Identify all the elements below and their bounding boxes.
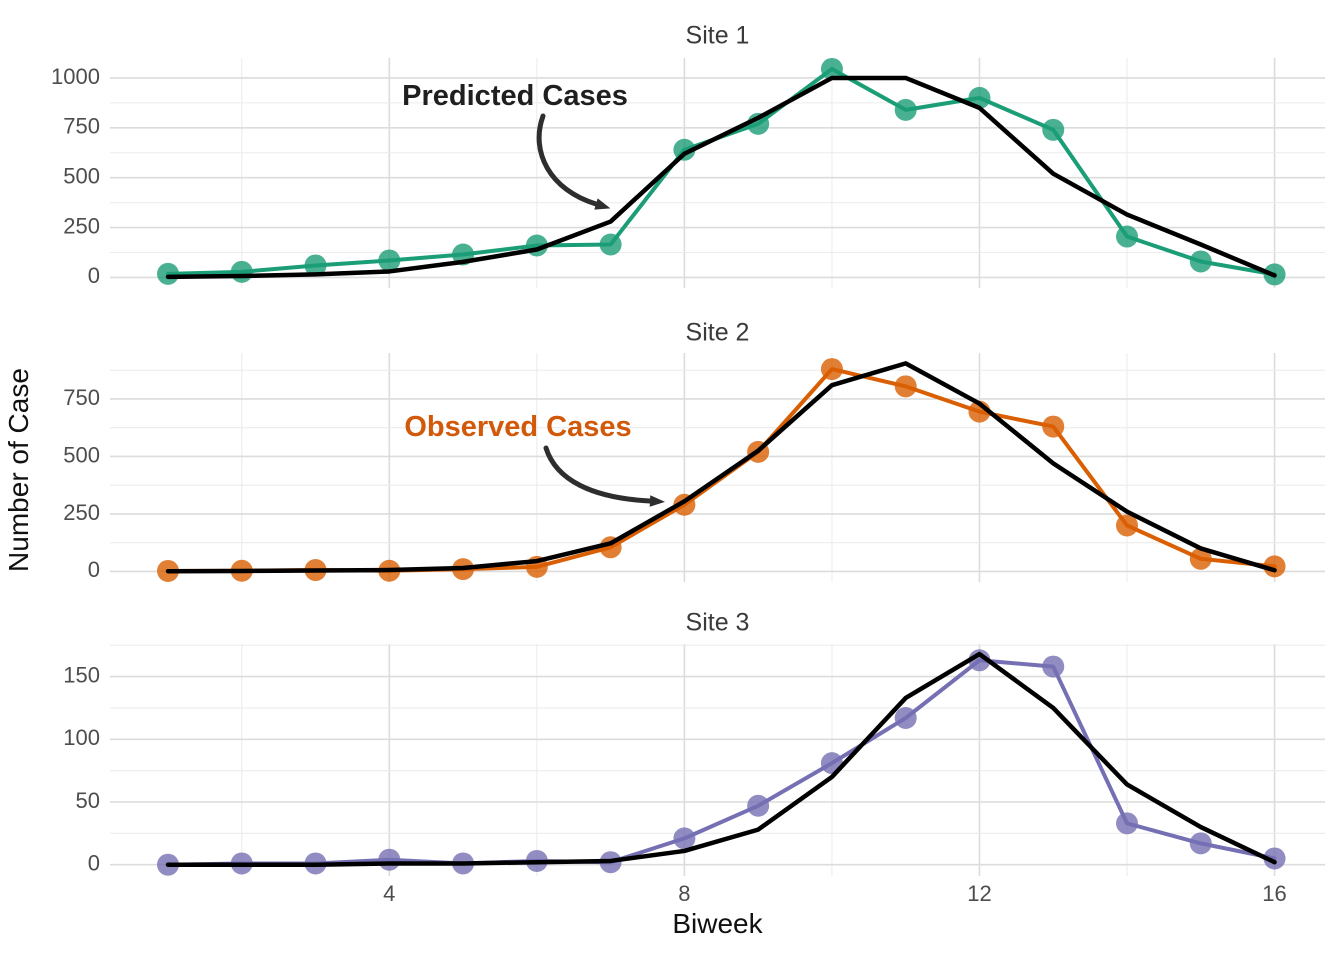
y-axis-tick-label: 50: [76, 788, 100, 813]
data-point: [1116, 514, 1139, 537]
annotation-arrow: [543, 445, 653, 504]
data-point: [230, 260, 253, 283]
data-point: [747, 794, 770, 817]
panel-site-2: Site 2 0 250 500 750: [63, 319, 1325, 582]
data-point: [304, 254, 327, 277]
annotation-label: Predicted Cases: [402, 80, 628, 112]
x-axis-tick-label: 12: [967, 881, 991, 906]
data-point: [1116, 225, 1139, 248]
y-axis-tick-label: 100: [63, 725, 100, 750]
data-point: [673, 138, 696, 161]
facet-strip-title: Site 3: [686, 609, 750, 637]
y-axis-tick-label: 250: [63, 213, 100, 238]
data-point: [1263, 555, 1286, 578]
y-axis-tick-label: 250: [63, 500, 100, 525]
panel-site-3: Site 3 0 50 100 150: [63, 609, 1325, 876]
panel-site-1: Site 1 0 250 500 750 1000: [51, 22, 1325, 288]
x-axis-tick-label: 8: [678, 881, 690, 906]
data-point: [1263, 847, 1286, 870]
annotation-arrowhead: [649, 495, 665, 507]
data-point: [157, 262, 179, 285]
predicted-line: [165, 361, 1277, 574]
annotation-predicted-cases: Predicted Cases: [402, 80, 628, 210]
annotation-arrowhead: [594, 198, 611, 210]
x-axis-title: Biweek: [672, 908, 763, 939]
y-axis-tick-label: 1000: [51, 64, 100, 89]
observed-points: [157, 57, 1286, 286]
data-point: [378, 848, 401, 871]
annotation-label: Observed Cases: [404, 411, 631, 443]
y-axis-tick-label: 0: [88, 557, 100, 582]
facet-strip-title: Site 2: [686, 319, 750, 347]
y-axis-tick-label: 500: [63, 442, 100, 467]
y-axis-tick-label: 750: [63, 114, 100, 139]
data-point: [894, 375, 917, 398]
annotation-arrow: [536, 113, 599, 207]
data-point: [1042, 118, 1065, 141]
y-axis-tick-label: 500: [63, 164, 100, 189]
data-point: [894, 98, 917, 121]
data-point: [673, 827, 696, 850]
predicted-line: [165, 75, 1277, 280]
data-point: [378, 249, 401, 272]
x-axis-tick-label: 4: [383, 881, 395, 906]
y-axis-tick-label: 750: [63, 385, 100, 410]
y-axis-tick-label: 0: [88, 851, 100, 876]
data-point: [1189, 832, 1212, 855]
data-point: [1189, 250, 1212, 273]
data-point: [1189, 547, 1212, 570]
predicted-line: [165, 651, 1277, 867]
data-point: [894, 706, 917, 729]
data-point: [599, 233, 622, 256]
data-point: [1042, 415, 1065, 438]
facet-strip-title: Site 1: [686, 22, 750, 50]
y-axis-title: Number of Case: [3, 368, 34, 572]
y-axis-tick-label: 150: [63, 662, 100, 687]
x-axis-tick-label: 16: [1262, 881, 1286, 906]
annotation-observed-cases: Observed Cases: [404, 411, 665, 507]
data-point: [1042, 655, 1065, 678]
data-point: [820, 57, 843, 80]
y-axis-tick-label: 0: [88, 263, 100, 288]
data-point: [1116, 812, 1139, 835]
data-point: [820, 358, 843, 381]
